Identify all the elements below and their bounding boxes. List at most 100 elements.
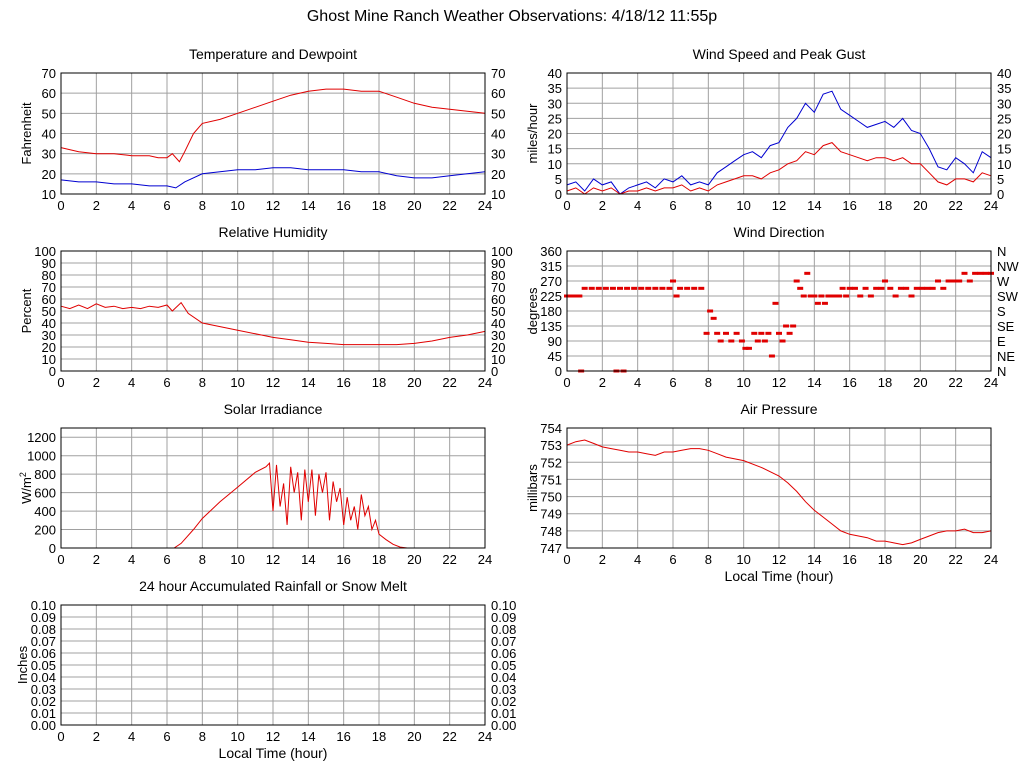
solar-xtick-label: 8 [199,552,206,567]
direction-right-tick-label: NW [997,259,1019,274]
direction-point [588,286,595,290]
humidity-xtick-label: 20 [407,375,421,390]
direction-xtick-label: 6 [669,375,676,390]
temperature-ylabel: Fahrenheit [19,102,34,165]
rain-xtick-label: 6 [163,729,170,744]
solar-xtick-label: 22 [442,552,456,567]
humidity-ytick-label: 50 [42,304,56,319]
rain-right-tick-label: 0.07 [491,634,516,649]
pressure-ytick-label: 747 [540,541,562,556]
direction-right-tick-label: SW [997,289,1019,304]
direction-point [714,331,721,335]
direction-xtick-label: 12 [772,375,786,390]
rain-right-tick-label: 0.03 [491,682,516,697]
direction-xtick-label: 4 [634,375,641,390]
direction-point [754,339,761,343]
pressure-ytick-label: 748 [540,524,562,539]
pressure-series-red [566,439,992,546]
direction-point [673,294,680,298]
direction-point [677,286,684,290]
temperature-series-blue [60,167,486,189]
rain-ytick-label: 0.09 [31,610,56,625]
direction-point [617,286,623,290]
direction-ytick-label: 225 [540,289,562,304]
direction-point [982,271,989,275]
direction-point [811,294,818,298]
wind-right-tick-label: 15 [997,142,1011,157]
temperature-right-tick-label: 20 [491,167,505,182]
pressure-xtick-label: 18 [878,552,892,567]
pressure-ytick-label: 753 [540,438,562,453]
pressure-xtick-label: 4 [634,552,641,567]
temperature-xtick-label: 18 [372,198,386,213]
solar-xtick-label: 10 [230,552,244,567]
temperature-xtick-label: 8 [199,198,206,213]
direction-right-tick-label: SE [997,319,1015,334]
rain-xlabel: Local Time (hour) [219,745,328,761]
wind-series-red [566,142,992,195]
wind-ytick-label: 20 [548,127,562,142]
direction-point [631,286,638,290]
direction-point [703,331,710,335]
temperature-xtick-label: 0 [57,198,64,213]
direction-point [576,294,583,298]
rain-xtick-label: 18 [372,729,386,744]
direction-point [779,339,786,343]
direction-title: Wind Direction [733,224,824,240]
direction-xtick-label: 2 [599,375,606,390]
direction-point [581,286,588,290]
temperature-ytick-label: 50 [42,106,56,121]
humidity-ytick-label: 70 [42,280,56,295]
humidity-right-tick-label: 60 [491,292,505,307]
humidity-ytick-label: 100 [34,244,56,259]
direction-ytick-label: 0 [555,364,562,379]
rain-xtick-label: 0 [57,729,64,744]
direction-ylabel: degrees [525,287,540,334]
humidity-ylabel: Percent [19,288,34,333]
direction-point [745,346,752,350]
pressure-title: Air Pressure [740,401,817,417]
humidity-right-tick-label: 10 [491,352,505,367]
rain-right-tick-label: 0.09 [491,610,516,625]
rain-title: 24 hour Accumulated Rainfall or Snow Mel… [139,578,407,594]
direction-point [733,331,740,335]
direction-xtick-label: 20 [913,375,927,390]
direction-point [935,279,941,283]
direction-xtick-label: 22 [948,375,962,390]
direction-ytick-label: 315 [540,259,562,274]
direction-xtick-label: 14 [807,375,821,390]
rain-xtick-label: 12 [266,729,280,744]
wind-xtick-label: 0 [563,198,570,213]
direction-point [717,339,724,343]
pressure-xtick-label: 14 [807,552,821,567]
direction-point [814,301,821,305]
direction-point [903,286,910,290]
wind-ytick-label: 5 [555,172,562,187]
solar-xtick-label: 2 [93,552,100,567]
direction-point [710,316,717,320]
direction-point [851,286,858,290]
rain-right-tick-label: 0.06 [491,646,516,661]
solar-xtick-label: 0 [57,552,64,567]
pressure-xtick-label: 0 [563,552,570,567]
rain-xtick-label: 10 [230,729,244,744]
direction-point [698,286,705,290]
pressure-xlabel: Local Time (hour) [725,568,834,584]
pressure-ytick-label: 749 [540,507,562,522]
direction-point [829,294,835,298]
pressure-xtick-label: 22 [948,552,962,567]
direction-point [878,286,885,290]
rain-xtick-label: 24 [478,729,492,744]
direction-point [776,331,782,335]
direction-point [609,286,616,290]
rain-xtick-label: 16 [336,729,350,744]
direction-point [595,286,602,290]
direction-point [793,279,800,283]
solar-ytick-label: 0 [49,541,56,556]
wind-ytick-label: 15 [548,142,562,157]
temperature-xtick-label: 2 [93,198,100,213]
pressure-xtick-label: 20 [913,552,927,567]
rain-ytick-label: 0.10 [31,598,56,613]
direction-point [670,279,676,283]
